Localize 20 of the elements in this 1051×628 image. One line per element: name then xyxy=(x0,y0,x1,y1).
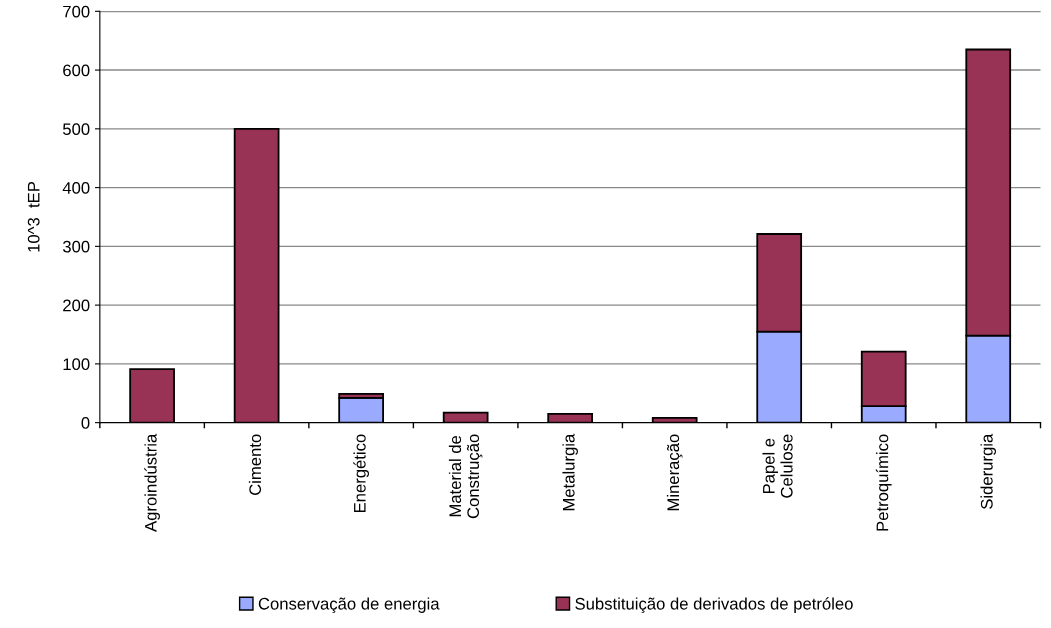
legend-label: Substituição de derivados de petróleo xyxy=(575,597,853,613)
y-tick-label: 600 xyxy=(63,64,90,77)
x-tick-label: Cimento xyxy=(248,434,262,495)
y-tick-label: 200 xyxy=(63,299,90,312)
x-tick-label: Siderurgia xyxy=(980,433,996,509)
x-tick-label: Mineração xyxy=(666,434,683,511)
x-tick-label: Material de Construção xyxy=(448,434,483,519)
x-tick-label: Petroquímico xyxy=(875,434,892,531)
y-axis-title: 10^3 tEP xyxy=(27,181,40,252)
y-tick-label: 500 xyxy=(62,123,90,136)
x-tick-label: Energético xyxy=(353,434,369,513)
x-tick-label: Papel e Celulose xyxy=(762,434,793,498)
y-tick-label: 700 xyxy=(63,5,90,18)
y-tick-label: 300 xyxy=(62,240,90,253)
y-tick-label: 400 xyxy=(62,181,90,194)
x-tick-label: Agroindústria xyxy=(144,433,160,532)
x-tick-label: Metalurgia xyxy=(562,433,578,511)
y-tick-label: 0 xyxy=(81,417,90,429)
y-tick-label: 100 xyxy=(63,358,90,371)
legend-label: Conservação de energia xyxy=(258,597,440,613)
